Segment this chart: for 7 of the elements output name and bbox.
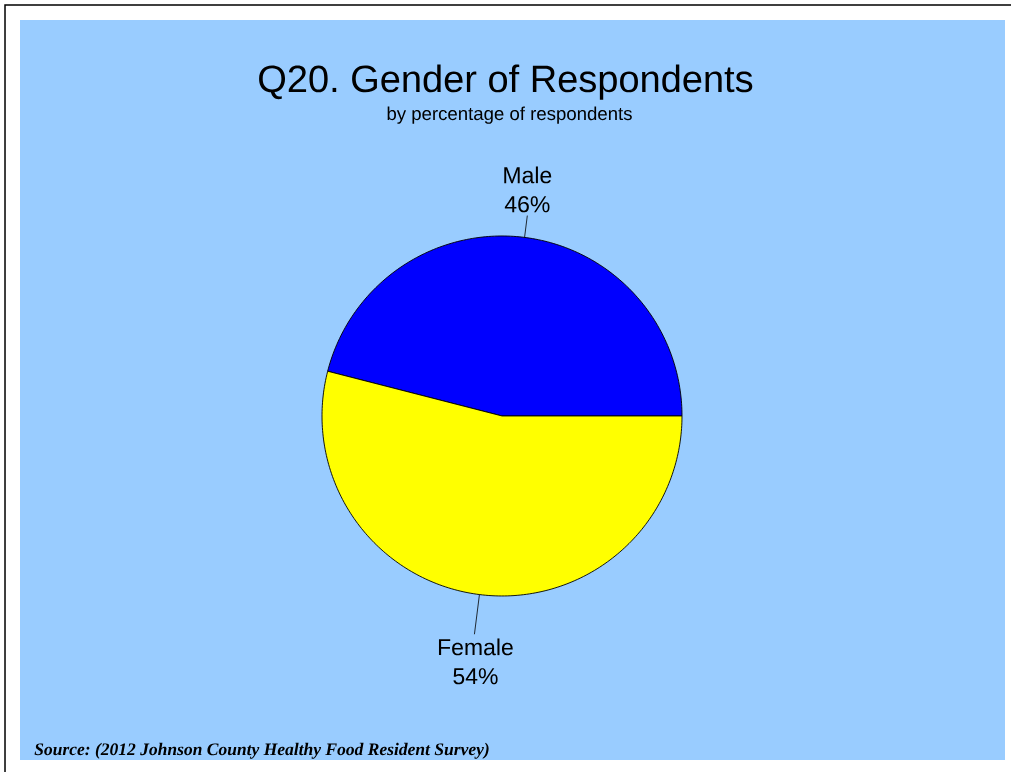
slice-label: Female — [438, 638, 513, 656]
data-label: 54% — [453, 668, 498, 685]
chart-title: Q20. Gender of Respondents — [259, 64, 753, 100]
source-note: Source: (2012 Johnson County Healthy Food Resident Survey) — [34, 742, 489, 759]
data-label: 46% — [504, 196, 550, 213]
slice-label: Male — [504, 166, 552, 184]
chart-subtitle: by percentage of respondents — [387, 106, 632, 124]
